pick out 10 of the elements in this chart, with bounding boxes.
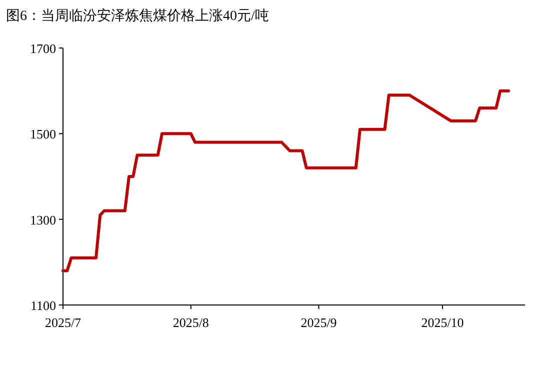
chart-title: 图6：当周临汾安泽炼焦煤价格上涨40元/吨: [6, 8, 269, 24]
x-tick-label: 2025/9: [300, 315, 337, 330]
x-tick-label: 2025/7: [44, 315, 82, 330]
x-tick-label: 2025/8: [172, 315, 209, 330]
y-tick-label: 1100: [30, 298, 56, 313]
x-tick-label: 2025/10: [421, 315, 464, 330]
y-tick-label: 1300: [30, 212, 56, 228]
y-tick-label: 1700: [30, 41, 56, 56]
y-tick-label: 1500: [30, 126, 56, 142]
line-series: [62, 89, 510, 272]
